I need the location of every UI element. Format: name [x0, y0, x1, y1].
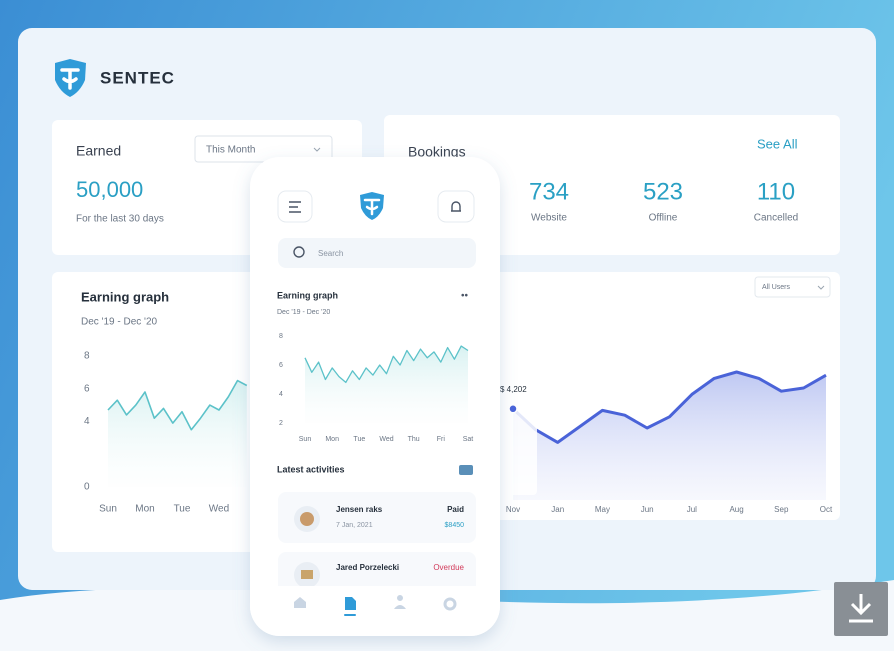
x-tick-label: Tue [174, 504, 191, 515]
x-tick-label: May [595, 505, 610, 514]
chart-title: Earning graph [81, 289, 169, 304]
x-tick-label: Sep [774, 505, 789, 514]
x-tick-label: Oct [820, 505, 833, 514]
activity-name: Jensen raks [336, 505, 383, 514]
search-icon [293, 246, 305, 258]
x-tick-label: Sun [99, 504, 117, 515]
x-tick-label: Jun [641, 505, 654, 514]
phone-mockup: Search •• Earning graph Dec '19 - Dec '20… [250, 157, 500, 636]
bell-icon [451, 201, 461, 212]
activity-amount: $8450 [445, 522, 465, 529]
users-dropdown[interactable] [754, 276, 831, 298]
line-fill [305, 346, 468, 423]
activity-date: 7 Jan, 2021 [336, 522, 373, 529]
line [304, 345, 469, 384]
nav-settings[interactable] [443, 597, 457, 611]
area-line [511, 370, 827, 444]
stat-label: Cancelled [754, 213, 798, 224]
y-tick-label: 6 [84, 383, 90, 394]
nav-active-indicator [344, 614, 356, 616]
notification-button[interactable] [437, 190, 475, 223]
chart-subtitle: Dec '19 - Dec '20 [81, 317, 158, 328]
stat-label: Offline [649, 213, 678, 224]
see-all-link[interactable]: See All [757, 136, 798, 151]
bottom-nav [250, 586, 500, 636]
activity-name: Jared Porzelecki [336, 563, 399, 572]
y-tick-label: 6 [279, 362, 283, 369]
y-tick-label: 2 [279, 420, 283, 427]
period-dropdown-label: This Month [206, 145, 255, 156]
x-tick-label: Fri [437, 436, 446, 443]
y-tick-label: 0 [84, 482, 90, 493]
phone-earning-graph: Earning graph Dec '19 - Dec '20 2 4 6 8 Sun Mon… [277, 290, 473, 442]
x-tick-label: Jan [551, 505, 564, 514]
x-tick-label: Sat [463, 436, 474, 443]
x-tick-label: Thu [408, 436, 420, 443]
tooltip [490, 370, 537, 495]
logo [55, 59, 86, 97]
menu-icon [289, 201, 301, 213]
x-tick-label: Mon [135, 504, 154, 515]
earning-graph: Earning graph Dec '19 - Dec '20 0 4 6 8 Sun Mon… [81, 289, 248, 515]
chart-title: Earning graph [277, 290, 338, 300]
nav-home[interactable] [294, 597, 306, 608]
dropdown-chevron [817, 285, 825, 290]
chart-subtitle: Dec '19 - Dec '20 [277, 309, 330, 316]
activity-status: Overdue [433, 563, 464, 572]
avatar-face [300, 512, 314, 526]
stat-value: 734 [529, 178, 569, 205]
avatar-face [301, 570, 313, 579]
activity-status: Paid [447, 505, 464, 514]
x-tick-label: Nov [506, 505, 520, 514]
activities-icon [459, 465, 473, 475]
activity-row[interactable] [278, 492, 476, 543]
y-tick-label: 8 [279, 333, 283, 340]
tooltip-label: $ 4,202 [500, 385, 527, 394]
download-button[interactable] [834, 582, 888, 636]
dropdown-chevron [313, 147, 321, 152]
x-tick-label: Aug [729, 505, 743, 514]
nav-profile[interactable] [394, 595, 406, 609]
x-tick-label: Wed [379, 436, 393, 443]
stat-value: 110 [757, 178, 795, 205]
stat-label: Website [531, 213, 567, 224]
nav-documents[interactable] [345, 597, 356, 610]
y-tick-label: 4 [279, 391, 283, 398]
phone-logo [360, 192, 384, 220]
stat-value: 523 [643, 178, 683, 205]
tooltip-point [508, 404, 518, 414]
x-tick-label: Mon [325, 436, 339, 443]
booking-stats: 734 Website 523 Offline 110 Cancelled [529, 178, 798, 223]
x-tick-label: Wed [209, 504, 229, 515]
download-icon [849, 594, 873, 623]
search-placeholder: Search [318, 249, 343, 258]
line [107, 379, 248, 431]
chart-filter: All Users [762, 284, 791, 291]
y-tick-label: 8 [84, 351, 90, 362]
users-graph: All Users Nov Jan May Jun Jul Aug Sep Oct $ 4,202 [490, 284, 833, 514]
x-tick-label: Sun [299, 436, 312, 443]
x-tick-label: Jul [687, 505, 697, 514]
x-tick-label: Tue [353, 436, 365, 443]
earned-title: Earned [76, 143, 121, 159]
search-bar[interactable] [278, 238, 476, 268]
area-fill [513, 372, 826, 500]
y-tick-label: 4 [84, 416, 90, 427]
earned-caption: For the last 30 days [76, 214, 164, 225]
more-menu[interactable]: •• [461, 291, 469, 302]
brand-name: SENTEC [100, 68, 175, 87]
bookings-title: Bookings [408, 144, 466, 160]
activities-title: Latest activities [277, 464, 345, 474]
earned-value: 50,000 [76, 177, 143, 202]
